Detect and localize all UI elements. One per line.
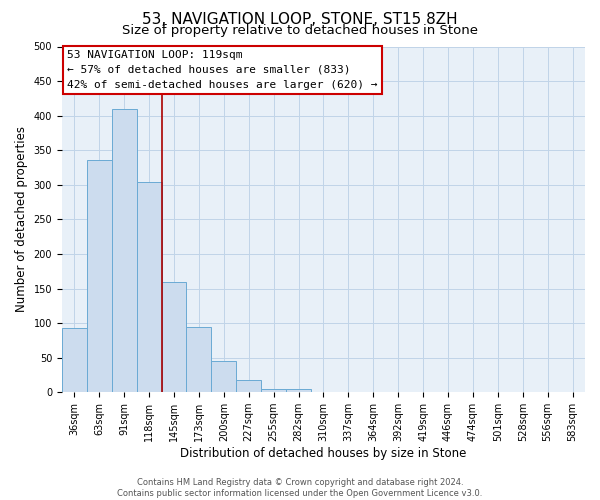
- Bar: [261, 389, 286, 392]
- Bar: [62, 328, 87, 392]
- Bar: [112, 110, 137, 392]
- Bar: [286, 389, 311, 392]
- Y-axis label: Number of detached properties: Number of detached properties: [15, 126, 28, 312]
- X-axis label: Distribution of detached houses by size in Stone: Distribution of detached houses by size …: [180, 447, 467, 460]
- Bar: [87, 160, 112, 392]
- Text: 53, NAVIGATION LOOP, STONE, ST15 8ZH: 53, NAVIGATION LOOP, STONE, ST15 8ZH: [142, 12, 458, 28]
- Text: Size of property relative to detached houses in Stone: Size of property relative to detached ho…: [122, 24, 478, 37]
- Text: Contains HM Land Registry data © Crown copyright and database right 2024.
Contai: Contains HM Land Registry data © Crown c…: [118, 478, 482, 498]
- Text: 53 NAVIGATION LOOP: 119sqm
← 57% of detached houses are smaller (833)
42% of sem: 53 NAVIGATION LOOP: 119sqm ← 57% of deta…: [67, 50, 377, 90]
- Bar: [236, 380, 261, 392]
- Bar: [187, 326, 211, 392]
- Bar: [137, 182, 161, 392]
- Bar: [211, 361, 236, 392]
- Bar: [161, 282, 187, 392]
